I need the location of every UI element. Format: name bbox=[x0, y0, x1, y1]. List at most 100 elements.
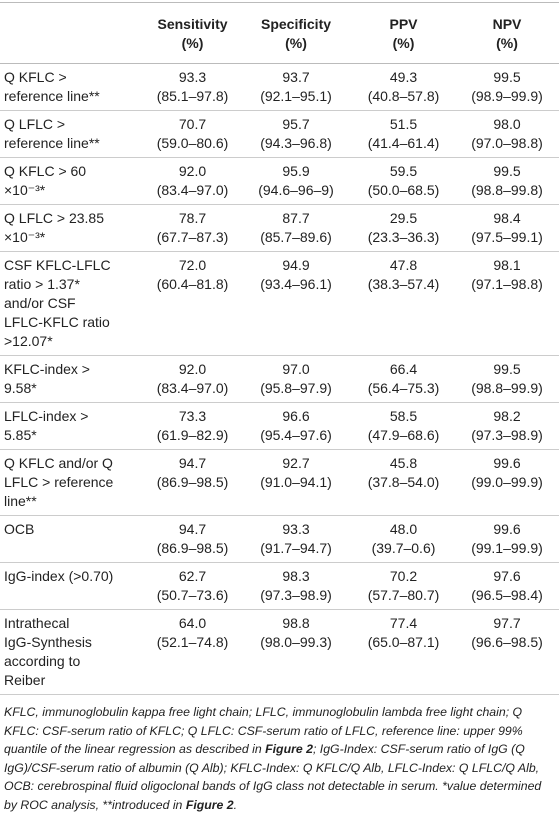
row-label-text: LFLC > reference bbox=[4, 474, 114, 490]
cell-text: 98.0 bbox=[493, 116, 521, 132]
cell-text: (85.7–89.6) bbox=[260, 229, 332, 245]
cell-text: 98.2 bbox=[493, 408, 521, 424]
cell: 98.2 (97.3–98.9) bbox=[455, 402, 559, 450]
cell-text: 95.9 bbox=[282, 163, 310, 179]
cell: 58.5 (47.9–68.6) bbox=[352, 402, 455, 450]
row-label: Q KFLC > reference line** bbox=[0, 63, 145, 111]
row-label-text: reference line** bbox=[4, 135, 100, 151]
cell-text: (40.8–57.8) bbox=[367, 88, 440, 104]
table-row: LFLC-index > 5.85* 73.3 (61.9–82.9) 96.6 (95.… bbox=[0, 402, 559, 450]
cell: 51.5 (41.4–61.4) bbox=[352, 110, 455, 158]
cell-text: 99.5 bbox=[493, 69, 521, 85]
cell-text: (37.8–54.0) bbox=[367, 474, 440, 490]
cell-text: (85.1–97.8) bbox=[156, 88, 229, 104]
cell-text: (97.0–98.8) bbox=[471, 135, 543, 151]
cell-text: 72.0 bbox=[178, 257, 207, 273]
row-label-text: ratio > 1.37* bbox=[4, 276, 80, 292]
cell-text: (86.9–98.5) bbox=[156, 474, 229, 490]
row-label-text: 9.58* bbox=[4, 380, 37, 396]
header-text: PPV bbox=[389, 16, 418, 32]
cell-text: (60.4–81.8) bbox=[156, 276, 229, 292]
row-label: Q KFLC and/or Q LFLC > reference line** bbox=[0, 449, 145, 516]
row-label: Q LFLC > reference line** bbox=[0, 110, 145, 158]
cell-text: 94.7 bbox=[178, 455, 207, 471]
cell-text: 59.5 bbox=[389, 163, 418, 179]
header-text: NPV bbox=[492, 16, 522, 32]
row-label-text: Q KFLC > 60 bbox=[4, 163, 87, 179]
cell-text: (67.7–87.3) bbox=[156, 229, 229, 245]
cell-text: 92.7 bbox=[282, 455, 310, 471]
row-label-text: OCB bbox=[4, 521, 35, 537]
cell-text: (57.7–80.7) bbox=[367, 587, 440, 603]
cell: 94.7 (86.9–98.5) bbox=[145, 515, 240, 563]
cell-text: 93.3 bbox=[282, 521, 310, 537]
footnote-text: . bbox=[233, 797, 238, 812]
header-text: Sensitivity bbox=[157, 16, 228, 32]
cell: 99.6 (99.0–99.9) bbox=[455, 449, 559, 516]
cell: 78.7 (67.7–87.3) bbox=[145, 204, 240, 252]
cell: 98.8 (98.0–99.3) bbox=[240, 609, 352, 695]
row-label-text: KFLC-index > bbox=[4, 361, 90, 377]
row-label: Intrathecal IgG-Synthesis according to Reib… bbox=[0, 609, 145, 695]
cell-text: 58.5 bbox=[389, 408, 418, 424]
cell-text: 49.3 bbox=[389, 69, 418, 85]
row-label-text: IgG-Synthesis bbox=[4, 634, 92, 650]
header-text: Specificity bbox=[260, 16, 332, 32]
cell: 99.6 (99.1–99.9) bbox=[455, 515, 559, 563]
cell-text: (99.0–99.9) bbox=[471, 474, 543, 490]
header-text: (%) bbox=[285, 35, 307, 51]
cell-text: (91.0–94.1) bbox=[260, 474, 332, 490]
row-label-text: Q KFLC > bbox=[4, 69, 67, 85]
table-row: CSF KFLC-LFLC ratio > 1.37* and/or CSF LFLC… bbox=[0, 251, 559, 356]
cell: 29.5 (23.3–36.3) bbox=[352, 204, 455, 252]
cell-text: (99.1–99.9) bbox=[471, 540, 543, 556]
cell-text: 97.0 bbox=[282, 361, 310, 377]
row-label-text: line** bbox=[4, 493, 37, 509]
cell-text: 66.4 bbox=[389, 361, 418, 377]
cell: 64.0 (52.1–74.8) bbox=[145, 609, 240, 695]
cell-text: (23.3–36.3) bbox=[367, 229, 440, 245]
cell: 97.0 (95.8–97.9) bbox=[240, 355, 352, 403]
cell-text: (96.6–98.5) bbox=[471, 634, 543, 650]
cell-text: 99.6 bbox=[493, 521, 521, 537]
cell: 96.6 (95.4–97.6) bbox=[240, 402, 352, 450]
cell: 98.3 (97.3–98.9) bbox=[240, 562, 352, 610]
cell-text: (95.8–97.9) bbox=[260, 380, 332, 396]
cell-text: (61.9–82.9) bbox=[156, 427, 229, 443]
cell: 92.0 (83.4–97.0) bbox=[145, 157, 240, 205]
row-label-text: Q LFLC > 23.85 bbox=[4, 210, 105, 226]
cell-text: 62.7 bbox=[178, 568, 207, 584]
table-row: Q KFLC > 60 ×10⁻³* 92.0 (83.4–97.0) 95.9 (94.… bbox=[0, 157, 559, 205]
cell-text: 64.0 bbox=[178, 615, 207, 631]
cell-text: (39.7–0.6) bbox=[371, 540, 436, 556]
row-label-text: reference line** bbox=[4, 88, 100, 104]
cell: 73.3 (61.9–82.9) bbox=[145, 402, 240, 450]
table-row: OCB 94.7 (86.9–98.5) 93.3 (91.7–94.7) 48.0 (39… bbox=[0, 515, 559, 563]
header-cell: Specificity (%) bbox=[240, 2, 352, 64]
cell-text: 99.5 bbox=[493, 163, 521, 179]
row-label: Q LFLC > 23.85 ×10⁻³* bbox=[0, 204, 145, 252]
cell-text: (91.7–94.7) bbox=[260, 540, 332, 556]
results-table: Sensitivity (%) Specificity (%) PPV (%) NPV (%)… bbox=[0, 2, 559, 695]
header-cell: Sensitivity (%) bbox=[145, 2, 240, 64]
row-label: OCB bbox=[0, 515, 145, 563]
footnote-text: ; IgG-Index: CSF-serum ratio of IgG (Q I… bbox=[4, 742, 542, 812]
cell-text: 93.7 bbox=[282, 69, 310, 85]
cell-text: 93.3 bbox=[178, 69, 207, 85]
cell: 92.7 (91.0–94.1) bbox=[240, 449, 352, 516]
row-label: KFLC-index > 9.58* bbox=[0, 355, 145, 403]
cell-text: 92.0 bbox=[178, 361, 207, 377]
cell: 99.5 (98.8–99.8) bbox=[455, 157, 559, 205]
cell-text: (98.9–99.9) bbox=[471, 88, 543, 104]
cell: 97.6 (96.5–98.4) bbox=[455, 562, 559, 610]
header-cell: NPV (%) bbox=[455, 2, 559, 64]
cell-text: (98.0–99.3) bbox=[260, 634, 332, 650]
row-label-text: according to bbox=[4, 653, 81, 669]
cell-text: (86.9–98.5) bbox=[156, 540, 229, 556]
row-label-text: >12.07* bbox=[4, 333, 53, 349]
cell-text: 29.5 bbox=[389, 210, 418, 226]
cell-text: 96.6 bbox=[282, 408, 310, 424]
row-label-text: IgG-index (>0.70) bbox=[4, 568, 114, 584]
row-label-text: Reiber bbox=[4, 672, 46, 688]
